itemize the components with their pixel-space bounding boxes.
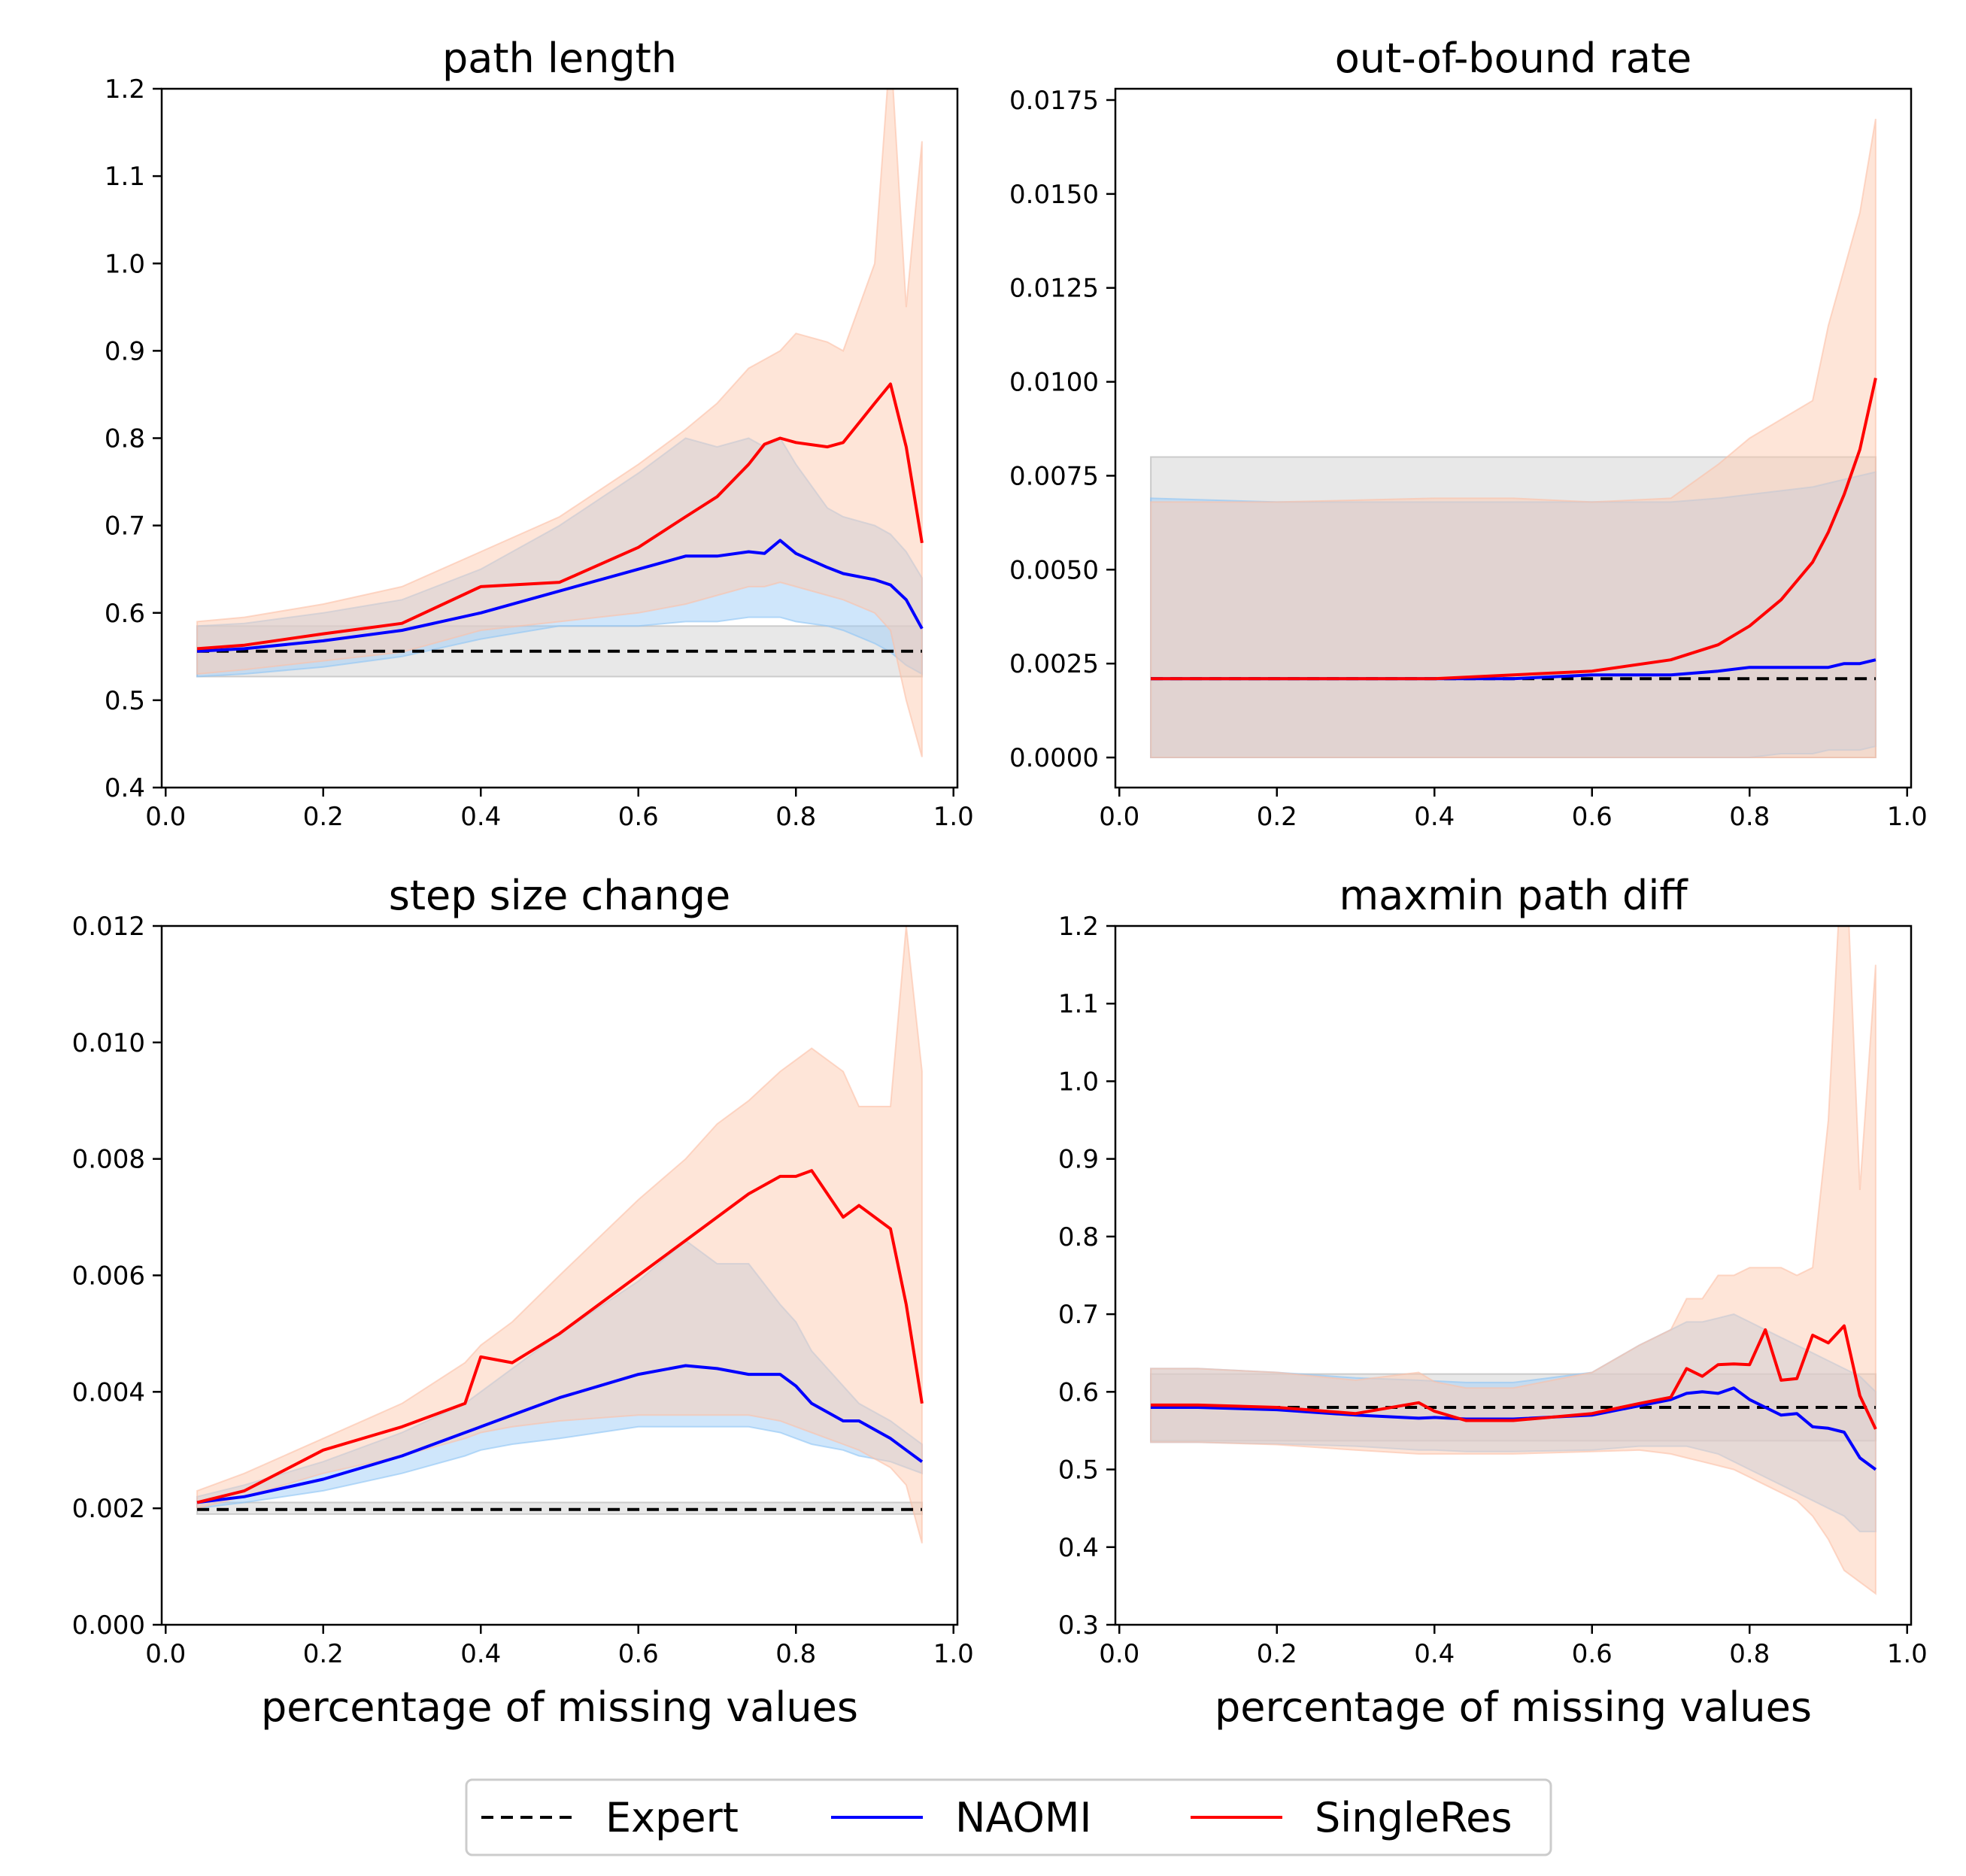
axes-frame [1114, 87, 1913, 789]
x-tick-label: 0.2 [1257, 1639, 1297, 1669]
singleres-line [1151, 1324, 1877, 1430]
x-tick-label: 1.0 [1887, 1639, 1928, 1669]
x-tick-label: 0.6 [1572, 1639, 1613, 1669]
panel-step-size-change: 0.0 0.2 0.4 0.6 0.8 1.0 0.000 0.002 0.004 0.006 0.… [72, 872, 974, 1731]
panel-title: out-of-bound rate [1335, 35, 1691, 82]
lines [1151, 378, 1877, 681]
naomi-line [196, 539, 924, 653]
x-tick-label: 1.0 [933, 802, 974, 832]
x-tick-label: 0.0 [1099, 1639, 1139, 1669]
x-tick-label: 1.0 [1887, 802, 1928, 832]
lines [196, 382, 924, 653]
y-tick-label: 0.4 [1058, 1533, 1099, 1563]
y-tick-label: 0.000 [72, 1610, 145, 1641]
y-tick-label: 0.8 [1058, 1222, 1099, 1252]
x-tick-label: 0.8 [775, 802, 816, 832]
panels: 0.0 0.2 0.4 0.6 0.8 1.0 0.4 0.5 0.6 0.7 0.8 0.9 1.0 1… [72, 35, 1928, 1731]
singleres-band [1150, 118, 1876, 758]
y-tick-label: 1.2 [1058, 912, 1099, 942]
lines [1151, 1324, 1877, 1471]
x-tick-label: 0.4 [1414, 802, 1455, 832]
y-tick-label: 0.9 [105, 336, 145, 366]
legend: Expert NAOMI SingleRes [465, 1778, 1552, 1856]
legend-label: NAOMI [955, 1794, 1091, 1841]
y-tick-label: 0.002 [72, 1494, 145, 1524]
x-tick-label: 0.4 [460, 802, 501, 832]
y-tick-label: 0.7 [1058, 1300, 1099, 1330]
y-tick-label: 0.5 [105, 686, 145, 716]
singleres-band [196, 89, 923, 757]
y-tick-label: 0.012 [72, 912, 145, 942]
x-tick-label: 1.0 [933, 1639, 974, 1669]
panel-title: maxmin path diff [1339, 872, 1688, 919]
legend-item-naomi: NAOMI [831, 1794, 1091, 1841]
x-tick-label: 0.0 [145, 802, 186, 832]
singleres-line [196, 1169, 924, 1504]
x-tick-label: 0.8 [775, 1639, 816, 1669]
singleres-band [196, 926, 923, 1544]
axes-frame [1114, 924, 1913, 1626]
x-tick-label: 0.0 [145, 1639, 186, 1669]
bands [1150, 118, 1876, 758]
x-tick-label: 0.6 [618, 1639, 659, 1669]
y-tick-label: 0.0000 [1009, 743, 1099, 773]
legend-item-expert: Expert [481, 1794, 739, 1841]
singleres-band [1150, 926, 1876, 1595]
y-tick-label: 0.004 [72, 1377, 145, 1407]
y-tick-label: 0.0050 [1009, 555, 1099, 585]
x-tick-label: 0.2 [303, 1639, 344, 1669]
y-tick-label: 1.0 [105, 249, 145, 279]
legend-label: SingleRes [1315, 1794, 1512, 1841]
y-tick-label: 0.006 [72, 1261, 145, 1292]
x-tick-label: 0.8 [1729, 802, 1770, 832]
x-tick-label: 0.4 [460, 1639, 501, 1669]
legend-box [465, 1778, 1552, 1856]
y-tick-label: 0.3 [1058, 1610, 1099, 1641]
panel-maxmin-path-diff: 0.0 0.2 0.4 0.6 0.8 1.0 0.3 0.4 0.5 0.6 0.7 0.8 0.9 1… [1058, 872, 1928, 1731]
x-tick-label: 0.6 [1572, 802, 1613, 832]
y-tick-label: 1.0 [1058, 1067, 1099, 1097]
y-tick-label: 1.1 [1058, 989, 1099, 1019]
y-tick-label: 0.6 [1058, 1377, 1099, 1407]
lines [196, 1169, 924, 1511]
y-tick-label: 0.010 [72, 1028, 145, 1058]
y-tick-label: 0.9 [1058, 1145, 1099, 1175]
x-tick-label: 0.2 [1257, 802, 1297, 832]
y-tick-label: 0.7 [105, 511, 145, 542]
y-tick-label: 0.0075 [1009, 461, 1099, 491]
y-tick-label: 0.0175 [1009, 86, 1099, 116]
y-tick-label: 0.5 [1058, 1456, 1099, 1486]
x-tick-label: 0.4 [1414, 1639, 1455, 1669]
y-tick-label: 0.0100 [1009, 368, 1099, 398]
panel-title: step size change [389, 872, 731, 919]
naomi-line [1151, 1386, 1877, 1471]
y-tick-label: 0.6 [105, 599, 145, 629]
y-tick-label: 0.0150 [1009, 180, 1099, 210]
legend-label: Expert [605, 1794, 739, 1841]
x-tick-label: 0.8 [1729, 1639, 1770, 1669]
panel-path-length: 0.0 0.2 0.4 0.6 0.8 1.0 0.4 0.5 0.6 0.7 0.8 0.9 1.0 1… [105, 35, 974, 832]
y-tick-label: 0.008 [72, 1145, 145, 1175]
x-tick-label: 0.6 [618, 802, 659, 832]
y-tick-label: 1.1 [105, 162, 145, 192]
x-axis-label: percentage of missing values [1215, 1683, 1812, 1731]
y-tick-label: 1.2 [105, 74, 145, 105]
naomi-line [196, 1364, 924, 1504]
singleres-line [196, 382, 924, 651]
legend-item-singleres: SingleRes [1191, 1794, 1512, 1841]
x-tick-label: 0.0 [1099, 802, 1139, 832]
singleres-line [1151, 378, 1877, 681]
x-tick-label: 0.2 [303, 802, 344, 832]
y-tick-label: 0.0125 [1009, 274, 1099, 304]
y-tick-label: 0.8 [105, 424, 145, 454]
y-tick-label: 0.4 [105, 773, 145, 803]
panel-out-of-bound-rate: 0.0 0.2 0.4 0.6 0.8 1.0 0.0000 0.0025 0.0050 0.00… [1009, 35, 1928, 832]
panel-title: path length [442, 35, 677, 82]
y-tick-label: 0.0025 [1009, 649, 1099, 679]
x-axis-label: percentage of missing values [261, 1683, 858, 1731]
